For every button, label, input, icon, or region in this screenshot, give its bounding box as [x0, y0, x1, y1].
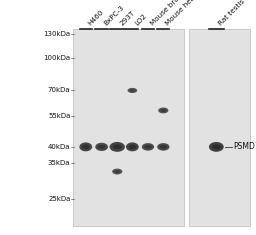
Text: 70kDa: 70kDa — [48, 87, 70, 94]
Text: 25kDa: 25kDa — [48, 196, 70, 202]
Ellipse shape — [142, 143, 154, 151]
Ellipse shape — [113, 144, 122, 149]
Ellipse shape — [160, 145, 167, 149]
Text: Mouse brain: Mouse brain — [149, 0, 185, 27]
Text: BxPC-3: BxPC-3 — [103, 4, 125, 27]
Text: 293T: 293T — [119, 10, 136, 27]
Text: 40kDa: 40kDa — [48, 144, 70, 150]
Ellipse shape — [130, 89, 135, 92]
Ellipse shape — [82, 145, 90, 149]
Ellipse shape — [209, 142, 224, 152]
Text: 55kDa: 55kDa — [48, 113, 70, 119]
Ellipse shape — [79, 142, 92, 151]
Ellipse shape — [95, 143, 108, 151]
Text: 100kDa: 100kDa — [43, 55, 70, 61]
Text: 35kDa: 35kDa — [48, 160, 70, 166]
Text: H460: H460 — [87, 9, 105, 27]
Ellipse shape — [98, 145, 105, 149]
Ellipse shape — [112, 169, 122, 174]
Bar — [189, 29, 250, 226]
Text: Rat testis: Rat testis — [218, 0, 246, 27]
Ellipse shape — [157, 143, 169, 151]
Ellipse shape — [126, 142, 139, 151]
Ellipse shape — [158, 107, 168, 113]
Text: 130kDa: 130kDa — [43, 31, 70, 37]
Ellipse shape — [127, 88, 137, 93]
Ellipse shape — [144, 145, 152, 149]
Ellipse shape — [110, 142, 125, 152]
Ellipse shape — [114, 170, 120, 173]
Text: PSMD11: PSMD11 — [233, 142, 256, 151]
Ellipse shape — [212, 144, 221, 149]
Ellipse shape — [129, 145, 136, 149]
Ellipse shape — [160, 109, 166, 112]
Bar — [73, 29, 184, 226]
Text: LO2: LO2 — [134, 13, 148, 27]
Text: Mouse heart: Mouse heart — [165, 0, 201, 27]
